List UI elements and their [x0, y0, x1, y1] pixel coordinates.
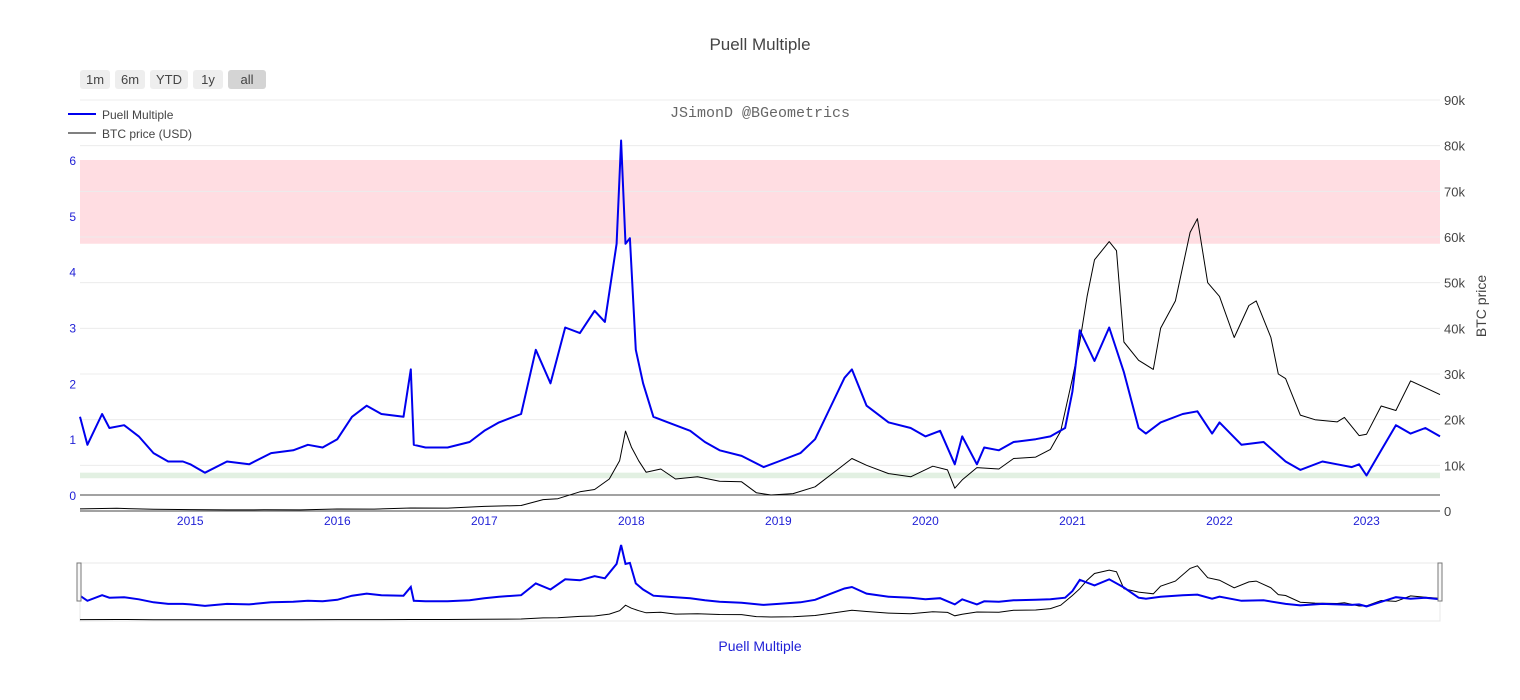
x-tick-label: 2016 — [324, 514, 351, 528]
range-slider[interactable] — [76, 544, 1443, 622]
y-right-tick-label: 10k — [1444, 458, 1465, 473]
right-axis-ticks: 0 10k 20k 30k 40k 50k 60k 70k 80k 90k — [1444, 93, 1465, 519]
range-selector: 1m 6m YTD 1y all — [80, 70, 266, 89]
y-right-tick-label: 90k — [1444, 93, 1465, 108]
y-right-tick-label: 40k — [1444, 321, 1465, 336]
range-button-label: 6m — [121, 72, 139, 87]
gridlines — [80, 99, 1440, 512]
y-left-tick-label: 0 — [69, 489, 76, 503]
y-right-tick-label: 50k — [1444, 276, 1465, 291]
range-button-ytd[interactable]: YTD — [150, 70, 188, 89]
slider-btc-line — [79, 565, 1441, 621]
puell-multiple-line[interactable] — [79, 139, 1441, 477]
y-left-tick-label: 3 — [69, 322, 76, 336]
range-slider-bg — [79, 562, 1441, 622]
y-right-axis-title: BTC price — [1473, 275, 1489, 337]
x-tick-label: 2018 — [618, 514, 645, 528]
y-left-tick-label: 4 — [69, 266, 76, 280]
y-right-tick-label: 60k — [1444, 230, 1465, 245]
x-tick-label: 2017 — [471, 514, 498, 528]
watermark: JSimonD @BGeometrics — [670, 105, 850, 122]
range-slider-left-handle[interactable] — [76, 562, 82, 602]
y-right-tick-label: 70k — [1444, 184, 1465, 199]
x-tick-label: 2019 — [765, 514, 792, 528]
zero-lines — [80, 494, 1440, 512]
range-button-1y[interactable]: 1y — [193, 70, 223, 89]
shaded-bands — [80, 160, 1440, 479]
legend-label-puell: Puell Multiple — [102, 108, 174, 122]
range-slider-right-handle[interactable] — [1437, 562, 1443, 602]
y-left-tick-label: 2 — [69, 377, 76, 391]
range-button-label: 1m — [86, 72, 104, 87]
slider-puell-line — [79, 544, 1441, 608]
x-tick-label: 2021 — [1059, 514, 1086, 528]
range-button-label: YTD — [156, 72, 182, 87]
y-right-tick-label: 0 — [1444, 504, 1451, 519]
left-axis-ticks: 0 1 2 3 4 5 6 — [69, 154, 76, 503]
legend-label-btc: BTC price (USD) — [102, 127, 192, 141]
y-right-tick-label: 80k — [1444, 139, 1465, 154]
red-band — [80, 160, 1440, 244]
range-button-label: 1y — [201, 72, 215, 87]
y-right-tick-label: 30k — [1444, 367, 1465, 382]
x-tick-label: 2022 — [1206, 514, 1233, 528]
chart-title: Puell Multiple — [709, 35, 810, 54]
btc-price-line[interactable] — [79, 218, 1441, 511]
range-button-1m[interactable]: 1m — [80, 70, 110, 89]
main-plot-lines[interactable] — [79, 139, 1441, 511]
x-tick-label: 2015 — [177, 514, 204, 528]
legend[interactable]: Puell Multiple BTC price (USD) — [62, 103, 206, 145]
green-band — [80, 472, 1440, 479]
y-right-tick-label: 20k — [1444, 413, 1465, 428]
y-left-tick-label: 5 — [69, 210, 76, 224]
x-axis-ticks: 2015 2016 2017 2018 2019 2020 2021 2022 2023 — [177, 514, 1380, 528]
range-button-6m[interactable]: 6m — [115, 70, 145, 89]
x-tick-label: 2023 — [1353, 514, 1380, 528]
x-tick-label: 2020 — [912, 514, 939, 528]
y-left-tick-label: 1 — [69, 433, 76, 447]
y-left-tick-label: 6 — [69, 154, 76, 168]
range-button-label: all — [240, 72, 253, 87]
legend-item-puell[interactable]: Puell Multiple — [68, 108, 174, 122]
range-slider-lines — [79, 544, 1441, 621]
range-slider-label: Puell Multiple — [718, 638, 801, 654]
legend-item-btc[interactable]: BTC price (USD) — [68, 127, 192, 141]
range-button-all[interactable]: all — [228, 70, 266, 89]
